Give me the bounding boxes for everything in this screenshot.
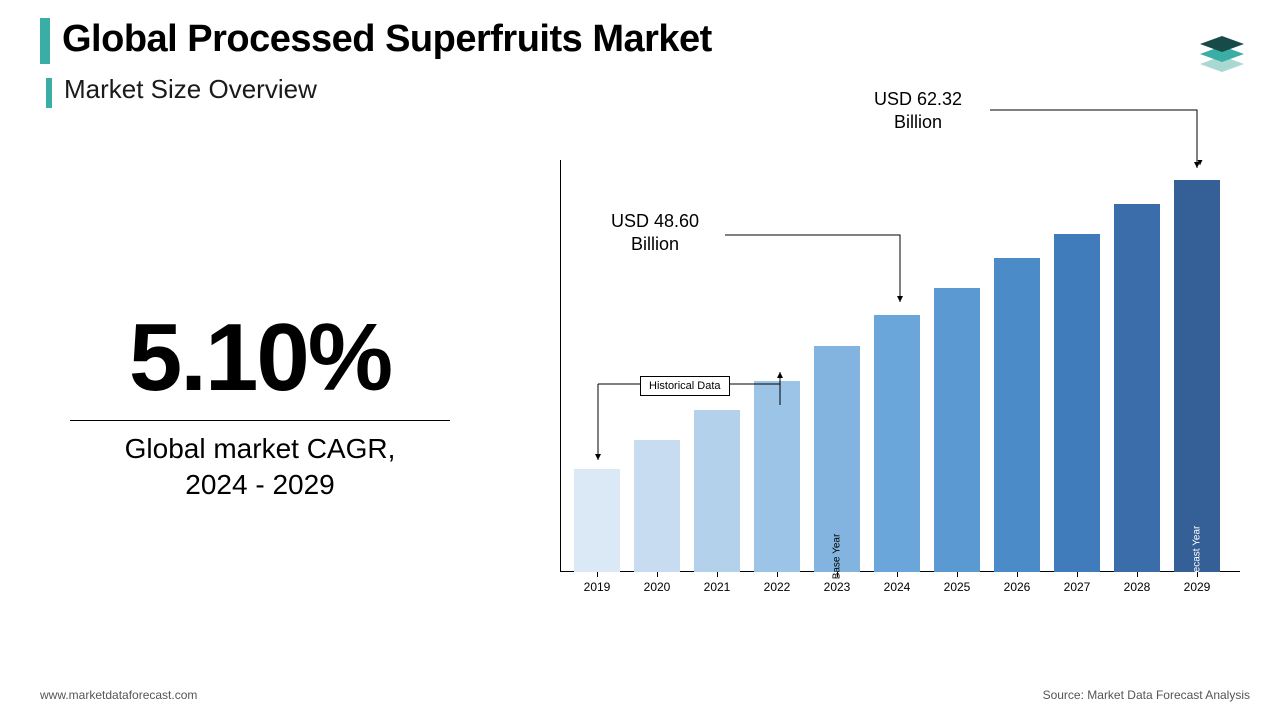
market-size-bar-chart: 2019 2020 2021 2022 Base Year 2023 2024 2025 202… [560, 160, 1240, 600]
chart-bar: Forecast Year [1174, 180, 1220, 572]
logo-layer-top [1200, 36, 1244, 52]
page-title: Global Processed Superfruits Market [62, 18, 712, 61]
chart-x-tick-label: 2019 [574, 580, 620, 594]
chart-x-tick-label: 2025 [934, 580, 980, 594]
chart-bar [994, 258, 1040, 572]
chart-x-tick-label: 2022 [754, 580, 800, 594]
chart-x-tick [1137, 572, 1138, 577]
subtitle-accent-bar [46, 78, 52, 108]
cagr-label-line1: Global market CAGR, [60, 431, 460, 467]
chart-x-tick [957, 572, 958, 577]
chart-x-tick-label: 2026 [994, 580, 1040, 594]
chart-x-tick-label: 2023 [814, 580, 860, 594]
chart-x-tick [597, 572, 598, 577]
page: Global Processed Superfruits Market Mark… [0, 0, 1280, 720]
chart-x-tick [777, 572, 778, 577]
chart-x-tick-label: 2024 [874, 580, 920, 594]
chart-x-tick-label: 2027 [1054, 580, 1100, 594]
callout-2029-text: USD 62.32 Billion [874, 89, 962, 132]
subtitle-block: Market Size Overview [46, 74, 317, 105]
historical-data-label: Historical Data [640, 376, 730, 396]
chart-x-tick [1077, 572, 1078, 577]
page-subtitle: Market Size Overview [64, 74, 317, 105]
chart-bar [1114, 204, 1160, 572]
chart-x-tick [897, 572, 898, 577]
cagr-label-line2: 2024 - 2029 [60, 467, 460, 503]
chart-bar [1054, 234, 1100, 572]
chart-x-tick-label: 2029 [1174, 580, 1220, 594]
chart-x-tick [717, 572, 718, 577]
bar-annotation: Forecast Year [1192, 526, 1203, 588]
stat-divider [70, 420, 450, 421]
chart-x-tick-label: 2021 [694, 580, 740, 594]
chart-bar [574, 469, 620, 572]
chart-bar [934, 288, 980, 572]
chart-x-tick [1197, 572, 1198, 577]
title-block: Global Processed Superfruits Market [40, 18, 712, 61]
title-accent-bar [40, 18, 50, 64]
callout-2024-value: USD 48.60 Billion [590, 210, 720, 255]
cagr-value: 5.10% [60, 310, 460, 406]
chart-x-tick [657, 572, 658, 577]
brand-logo-icon [1194, 22, 1250, 78]
chart-x-tick-label: 2028 [1114, 580, 1160, 594]
footer-source-url: www.marketdataforecast.com [40, 688, 197, 702]
chart-x-tick-label: 2020 [634, 580, 680, 594]
callout-2029-value: USD 62.32 Billion [848, 88, 988, 133]
footer-source-attribution: Source: Market Data Forecast Analysis [1043, 688, 1250, 702]
cagr-stat-block: 5.10% Global market CAGR, 2024 - 2029 [60, 310, 460, 504]
chart-bar [634, 440, 680, 572]
chart-bar [754, 381, 800, 572]
chart-bar: Base Year [814, 346, 860, 572]
chart-x-tick [1017, 572, 1018, 577]
chart-bar [874, 315, 920, 572]
chart-bar [694, 410, 740, 572]
callout-2024-text: USD 48.60 Billion [611, 211, 699, 254]
chart-x-tick [837, 572, 838, 577]
